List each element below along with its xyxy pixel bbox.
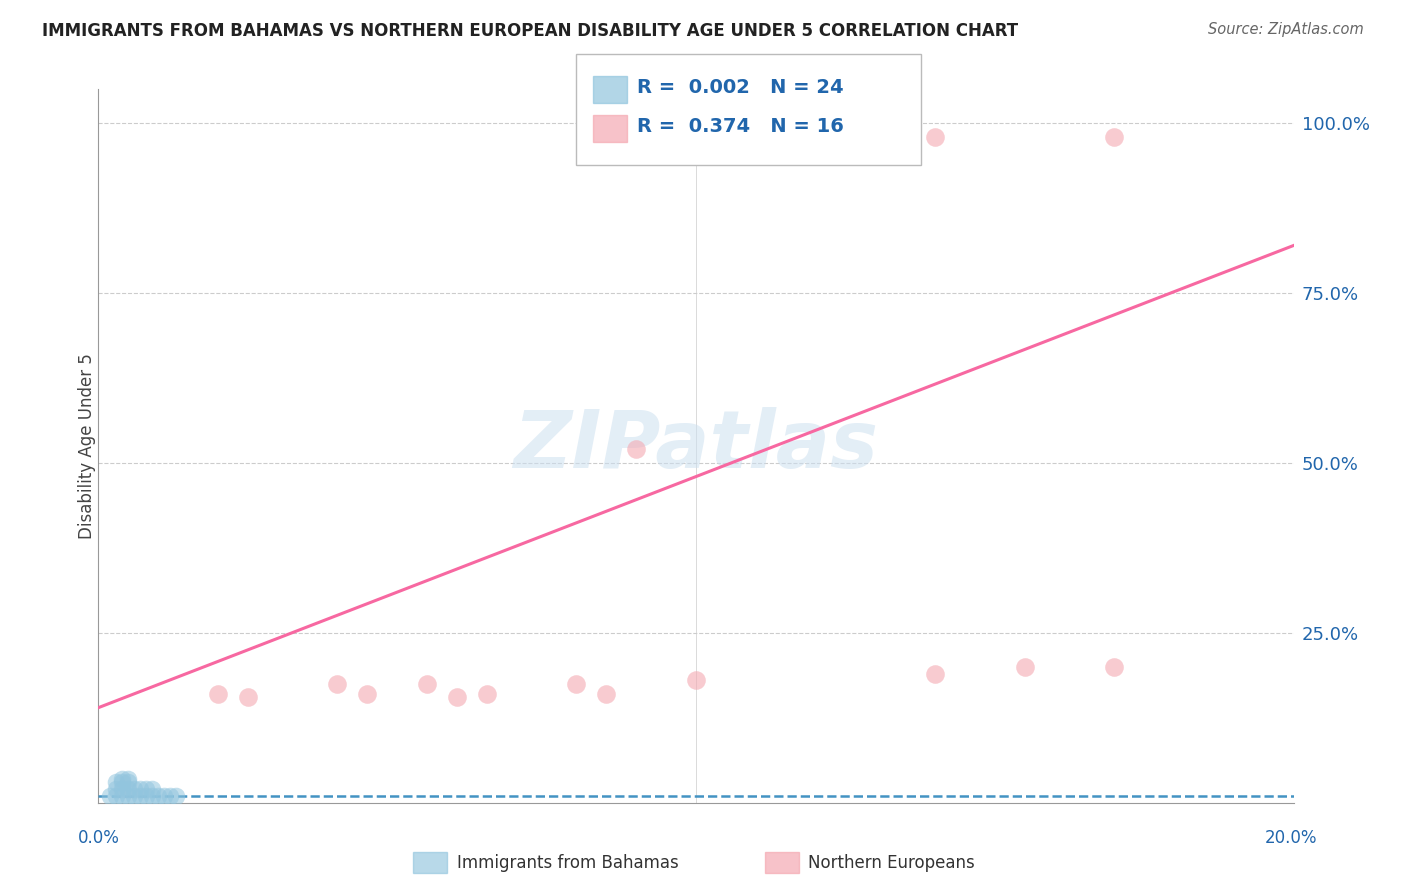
Text: Source: ZipAtlas.com: Source: ZipAtlas.com [1208, 22, 1364, 37]
Point [626, 442, 648, 457]
Point [1104, 660, 1126, 674]
Point [135, 789, 157, 803]
Point [117, 789, 139, 803]
Point [685, 673, 707, 688]
Point [129, 782, 152, 797]
Point [924, 129, 946, 144]
Y-axis label: Disability Age Under 5: Disability Age Under 5 [79, 353, 96, 539]
Text: 0.0%: 0.0% [77, 829, 120, 847]
Point [207, 687, 229, 701]
Point [111, 782, 134, 797]
Point [356, 687, 378, 701]
Text: IMMIGRANTS FROM BAHAMAS VS NORTHERN EUROPEAN DISABILITY AGE UNDER 5 CORRELATION : IMMIGRANTS FROM BAHAMAS VS NORTHERN EURO… [42, 22, 1018, 40]
Point [141, 782, 163, 797]
Point [1104, 129, 1126, 144]
Point [153, 789, 176, 803]
Point [117, 782, 139, 797]
Point [148, 789, 170, 803]
Text: R =  0.002   N = 24: R = 0.002 N = 24 [637, 78, 844, 97]
Text: 20.0%: 20.0% [1264, 829, 1317, 847]
Point [117, 775, 139, 789]
Text: Northern Europeans: Northern Europeans [808, 854, 976, 871]
Point [326, 677, 349, 691]
Point [165, 789, 187, 803]
Point [105, 789, 128, 803]
Point [475, 687, 498, 701]
Text: R =  0.374   N = 16: R = 0.374 N = 16 [637, 117, 844, 136]
Point [129, 789, 152, 803]
Point [141, 789, 163, 803]
Point [111, 772, 134, 786]
Point [924, 666, 946, 681]
Point [111, 775, 134, 789]
Point [111, 789, 134, 803]
Point [124, 789, 146, 803]
Point [105, 782, 128, 797]
Point [446, 690, 468, 705]
Point [105, 775, 128, 789]
Point [595, 687, 617, 701]
Point [100, 789, 122, 803]
Point [135, 782, 157, 797]
Text: Immigrants from Bahamas: Immigrants from Bahamas [457, 854, 679, 871]
Text: ZIPatlas: ZIPatlas [513, 407, 879, 485]
Point [159, 789, 181, 803]
Point [1014, 660, 1036, 674]
Point [236, 690, 259, 705]
Point [124, 782, 146, 797]
Point [416, 677, 439, 691]
Point [117, 772, 139, 786]
Point [565, 677, 588, 691]
